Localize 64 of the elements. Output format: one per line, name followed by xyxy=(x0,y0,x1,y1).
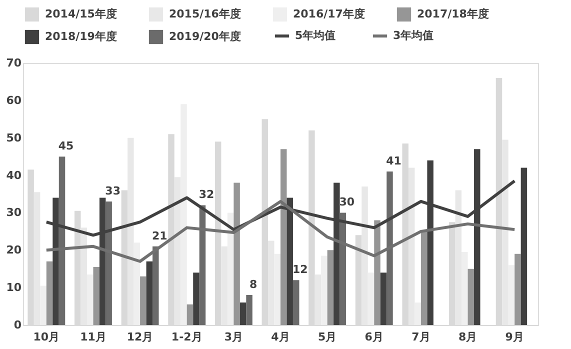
data-label: 8 xyxy=(249,278,258,292)
data-label: 12 xyxy=(292,263,308,276)
y-tick-label: 30 xyxy=(6,206,22,220)
y-tick-label: 0 xyxy=(14,318,22,332)
legend-label: 2015/16年度 xyxy=(169,7,241,20)
x-tick-label: 11月 xyxy=(80,330,106,344)
bar xyxy=(292,280,300,325)
bar xyxy=(468,268,474,325)
data-label: 45 xyxy=(58,140,74,153)
bar xyxy=(93,266,100,325)
bar xyxy=(234,182,240,325)
bar xyxy=(121,190,128,325)
bar xyxy=(520,168,528,325)
bar xyxy=(28,170,34,325)
legend-label: 2016/17年度 xyxy=(293,7,365,20)
x-tick-label: 9月 xyxy=(505,330,524,344)
legend-label: 2018/19年度 xyxy=(45,30,117,43)
x-tick-label: 12月 xyxy=(126,330,154,344)
bar xyxy=(146,261,153,325)
legend-label: 3年均值 xyxy=(393,29,434,42)
bar xyxy=(168,134,174,325)
bar xyxy=(402,143,408,325)
data-label: 30 xyxy=(339,196,355,209)
bar xyxy=(380,272,387,325)
y-tick-label: 20 xyxy=(6,244,22,257)
x-tick-label: 10月 xyxy=(33,330,60,344)
legend-label: 2019/20年度 xyxy=(169,30,241,43)
y-tick-label: 50 xyxy=(6,131,22,144)
y-tick-label: 40 xyxy=(6,168,22,182)
data-label: 33 xyxy=(105,184,120,198)
bar xyxy=(449,222,456,325)
bar xyxy=(46,261,53,325)
x-tick-label: 8月 xyxy=(458,330,478,344)
x-tick-label: 6月 xyxy=(364,330,384,344)
x-tick-label: 5月 xyxy=(318,330,337,344)
bar xyxy=(280,149,287,325)
bar xyxy=(308,130,315,325)
bar xyxy=(140,276,146,325)
x-tick-label: 1-2月 xyxy=(171,330,202,344)
bar xyxy=(496,78,502,325)
bar xyxy=(262,119,268,325)
bar xyxy=(374,220,380,325)
bar xyxy=(355,235,362,325)
bar xyxy=(214,142,222,325)
bar xyxy=(74,210,81,325)
bar xyxy=(327,250,334,325)
data-label: 21 xyxy=(152,229,168,242)
data-label: 32 xyxy=(198,188,214,202)
bar xyxy=(186,304,194,325)
legend-label: 2014/15年度 xyxy=(45,7,117,20)
legend-label: 2017/18年度 xyxy=(417,7,489,20)
y-tick-label: 60 xyxy=(6,94,22,107)
x-tick-label: 3月 xyxy=(224,330,244,344)
bar xyxy=(246,295,252,325)
x-tick-label: 7月 xyxy=(412,330,430,344)
legend-label: 5年均值 xyxy=(295,29,336,42)
y-tick-label: 10 xyxy=(6,281,22,294)
bar xyxy=(240,302,246,325)
y-tick-label: 70 xyxy=(6,56,22,70)
bar xyxy=(514,254,521,325)
data-label: 41 xyxy=(386,154,402,168)
x-tick-label: 4月 xyxy=(271,330,290,344)
bar xyxy=(420,231,428,325)
bar xyxy=(193,272,200,325)
